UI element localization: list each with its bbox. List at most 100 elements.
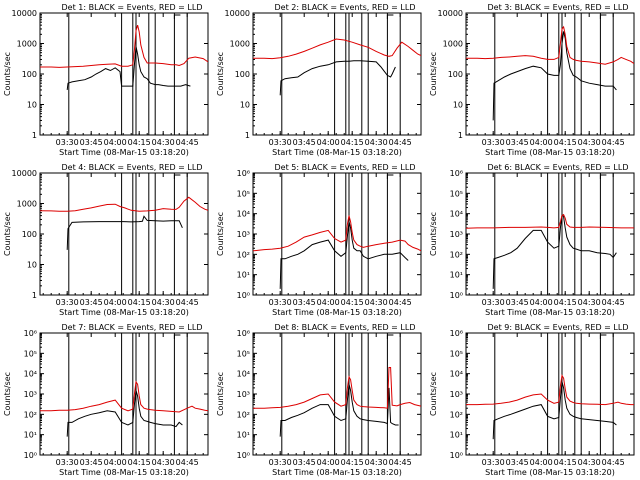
y-axis-label: Counts/sec — [429, 372, 438, 416]
x-tick-label: 03:45 — [293, 138, 316, 147]
x-tick-label: 03:30 — [56, 138, 79, 147]
lld-series-line — [466, 25, 634, 65]
x-tick-label: 04:30 — [365, 138, 388, 147]
y-tick-label: 100 — [22, 230, 37, 239]
panel-title: Det 3: BLACK = Events, RED = LLD — [488, 3, 629, 12]
y-axis-label: Counts/sec — [216, 372, 225, 416]
x-tick-label: 04:00 — [317, 298, 340, 307]
plot-frame — [39, 172, 209, 296]
x-tick-label: 04:15 — [341, 138, 364, 147]
y-axis-label: Counts/sec — [216, 52, 225, 96]
step-marker — [173, 174, 181, 179]
panel-title: Det 2: BLACK = Events, RED = LLD — [275, 3, 416, 12]
y-tick-label: 10⁵ — [450, 349, 463, 358]
x-tick-label: 03:45 — [506, 138, 529, 147]
y-tick-label: 10⁴ — [450, 370, 463, 379]
lld-series-line — [40, 24, 208, 68]
x-axis-label: Start Time (08-Mar-15 03:18:20) — [59, 468, 189, 477]
x-tick-label: 03:30 — [482, 298, 505, 307]
y-tick-label: 10⁶ — [237, 329, 250, 338]
plot-frame — [252, 172, 422, 296]
panel-det-6: 03:30 03:45 04:00 04:15 04:30 04:45 10⁰ 10¹ 10² 1… — [429, 163, 635, 317]
step-marker — [173, 334, 181, 339]
y-tick-label: 10² — [24, 410, 37, 419]
plot-frame — [465, 12, 635, 136]
x-tick-label: 04:00 — [530, 458, 553, 467]
y-tick-label: 1 — [245, 131, 250, 140]
x-tick-label: 03:45 — [80, 298, 103, 307]
y-tick-label: 1 — [32, 131, 37, 140]
y-tick-label: 10⁰ — [237, 451, 250, 460]
panel-det-9: 03:30 03:45 04:00 04:15 04:30 04:45 10⁰ 10¹ 10² 1… — [429, 323, 635, 477]
y-tick-label: 10 — [27, 261, 37, 270]
y-tick-label: 10³ — [450, 230, 463, 239]
y-tick-label: 10⁰ — [450, 291, 463, 300]
y-tick-label: 10 — [27, 101, 37, 110]
y-tick-label: 10000 — [12, 169, 37, 178]
y-axis-label: Counts/sec — [3, 212, 12, 256]
panel-det-4: 03:30 03:45 04:00 04:15 04:30 04:45 1 10 100 1000… — [3, 163, 209, 317]
y-tick-label: 10¹ — [450, 431, 463, 440]
step-marker — [599, 174, 607, 179]
x-tick-label: 03:45 — [80, 138, 103, 147]
step-marker — [173, 14, 181, 19]
x-tick-label: 04:15 — [341, 458, 364, 467]
x-tick-label: 03:45 — [293, 458, 316, 467]
plot-frame — [39, 332, 209, 456]
x-tick-label: 03:45 — [80, 458, 103, 467]
x-tick-label: 04:45 — [602, 458, 625, 467]
events-series-line — [492, 213, 617, 289]
x-tick-label: 04:30 — [152, 298, 175, 307]
events-series-line — [492, 31, 617, 121]
x-tick-label: 03:30 — [269, 458, 292, 467]
step-marker — [386, 174, 394, 179]
x-tick-label: 04:45 — [602, 298, 625, 307]
x-tick-label: 04:15 — [554, 458, 577, 467]
step-marker — [599, 334, 607, 339]
y-tick-label: 10¹ — [237, 431, 250, 440]
step-marker — [599, 14, 607, 19]
panel-det-8: 03:30 03:45 04:00 04:15 04:30 04:45 10⁰ 10¹ 10² 1… — [216, 323, 422, 477]
y-tick-label: 10⁶ — [24, 329, 37, 338]
x-axis-label: Start Time (08-Mar-15 03:18:20) — [485, 148, 615, 157]
lld-series-line — [253, 38, 421, 60]
panel-det-7: 03:30 03:45 04:00 04:15 04:30 04:45 10⁰ 10¹ 10² 1… — [3, 323, 209, 477]
y-axis-label: Counts/sec — [429, 212, 438, 256]
x-axis-label: Start Time (08-Mar-15 03:18:20) — [272, 308, 402, 317]
x-tick-label: 04:30 — [578, 138, 601, 147]
x-tick-label: 04:45 — [602, 138, 625, 147]
y-tick-label: 10⁵ — [450, 189, 463, 198]
panel-det-2: 03:30 03:45 04:00 04:15 04:30 04:45 1 10 100 1000… — [216, 3, 422, 157]
y-tick-label: 1000 — [230, 40, 250, 49]
y-tick-label: 1 — [458, 131, 463, 140]
x-tick-label: 04:30 — [578, 298, 601, 307]
plot-frame — [465, 172, 635, 296]
x-tick-label: 03:30 — [56, 298, 79, 307]
y-tick-label: 100 — [22, 70, 37, 79]
x-tick-label: 04:45 — [176, 138, 199, 147]
x-tick-label: 04:45 — [176, 458, 199, 467]
y-tick-label: 10⁴ — [24, 370, 37, 379]
y-tick-label: 10³ — [237, 230, 250, 239]
lld-series-line — [253, 367, 421, 409]
x-tick-label: 03:45 — [506, 298, 529, 307]
x-tick-label: 04:00 — [104, 298, 127, 307]
y-axis-label: Counts/sec — [3, 52, 12, 96]
x-tick-label: 04:15 — [341, 298, 364, 307]
events-series-line — [66, 390, 183, 437]
step-marker — [386, 334, 394, 339]
events-series-line — [492, 381, 617, 440]
x-tick-label: 04:45 — [389, 458, 412, 467]
y-tick-label: 10 — [453, 101, 463, 110]
x-tick-label: 03:45 — [293, 298, 316, 307]
panel-title: Det 9: BLACK = Events, RED = LLD — [488, 323, 629, 332]
y-tick-label: 10² — [450, 410, 463, 419]
y-tick-label: 10⁵ — [24, 349, 37, 358]
y-axis-label: Counts/sec — [429, 52, 438, 96]
x-axis-label: Start Time (08-Mar-15 03:18:20) — [59, 308, 189, 317]
x-tick-label: 04:15 — [554, 138, 577, 147]
y-axis-label: Counts/sec — [3, 372, 12, 416]
x-tick-label: 03:30 — [482, 138, 505, 147]
x-tick-label: 04:45 — [176, 298, 199, 307]
panel-title: Det 1: BLACK = Events, RED = LLD — [62, 3, 203, 12]
